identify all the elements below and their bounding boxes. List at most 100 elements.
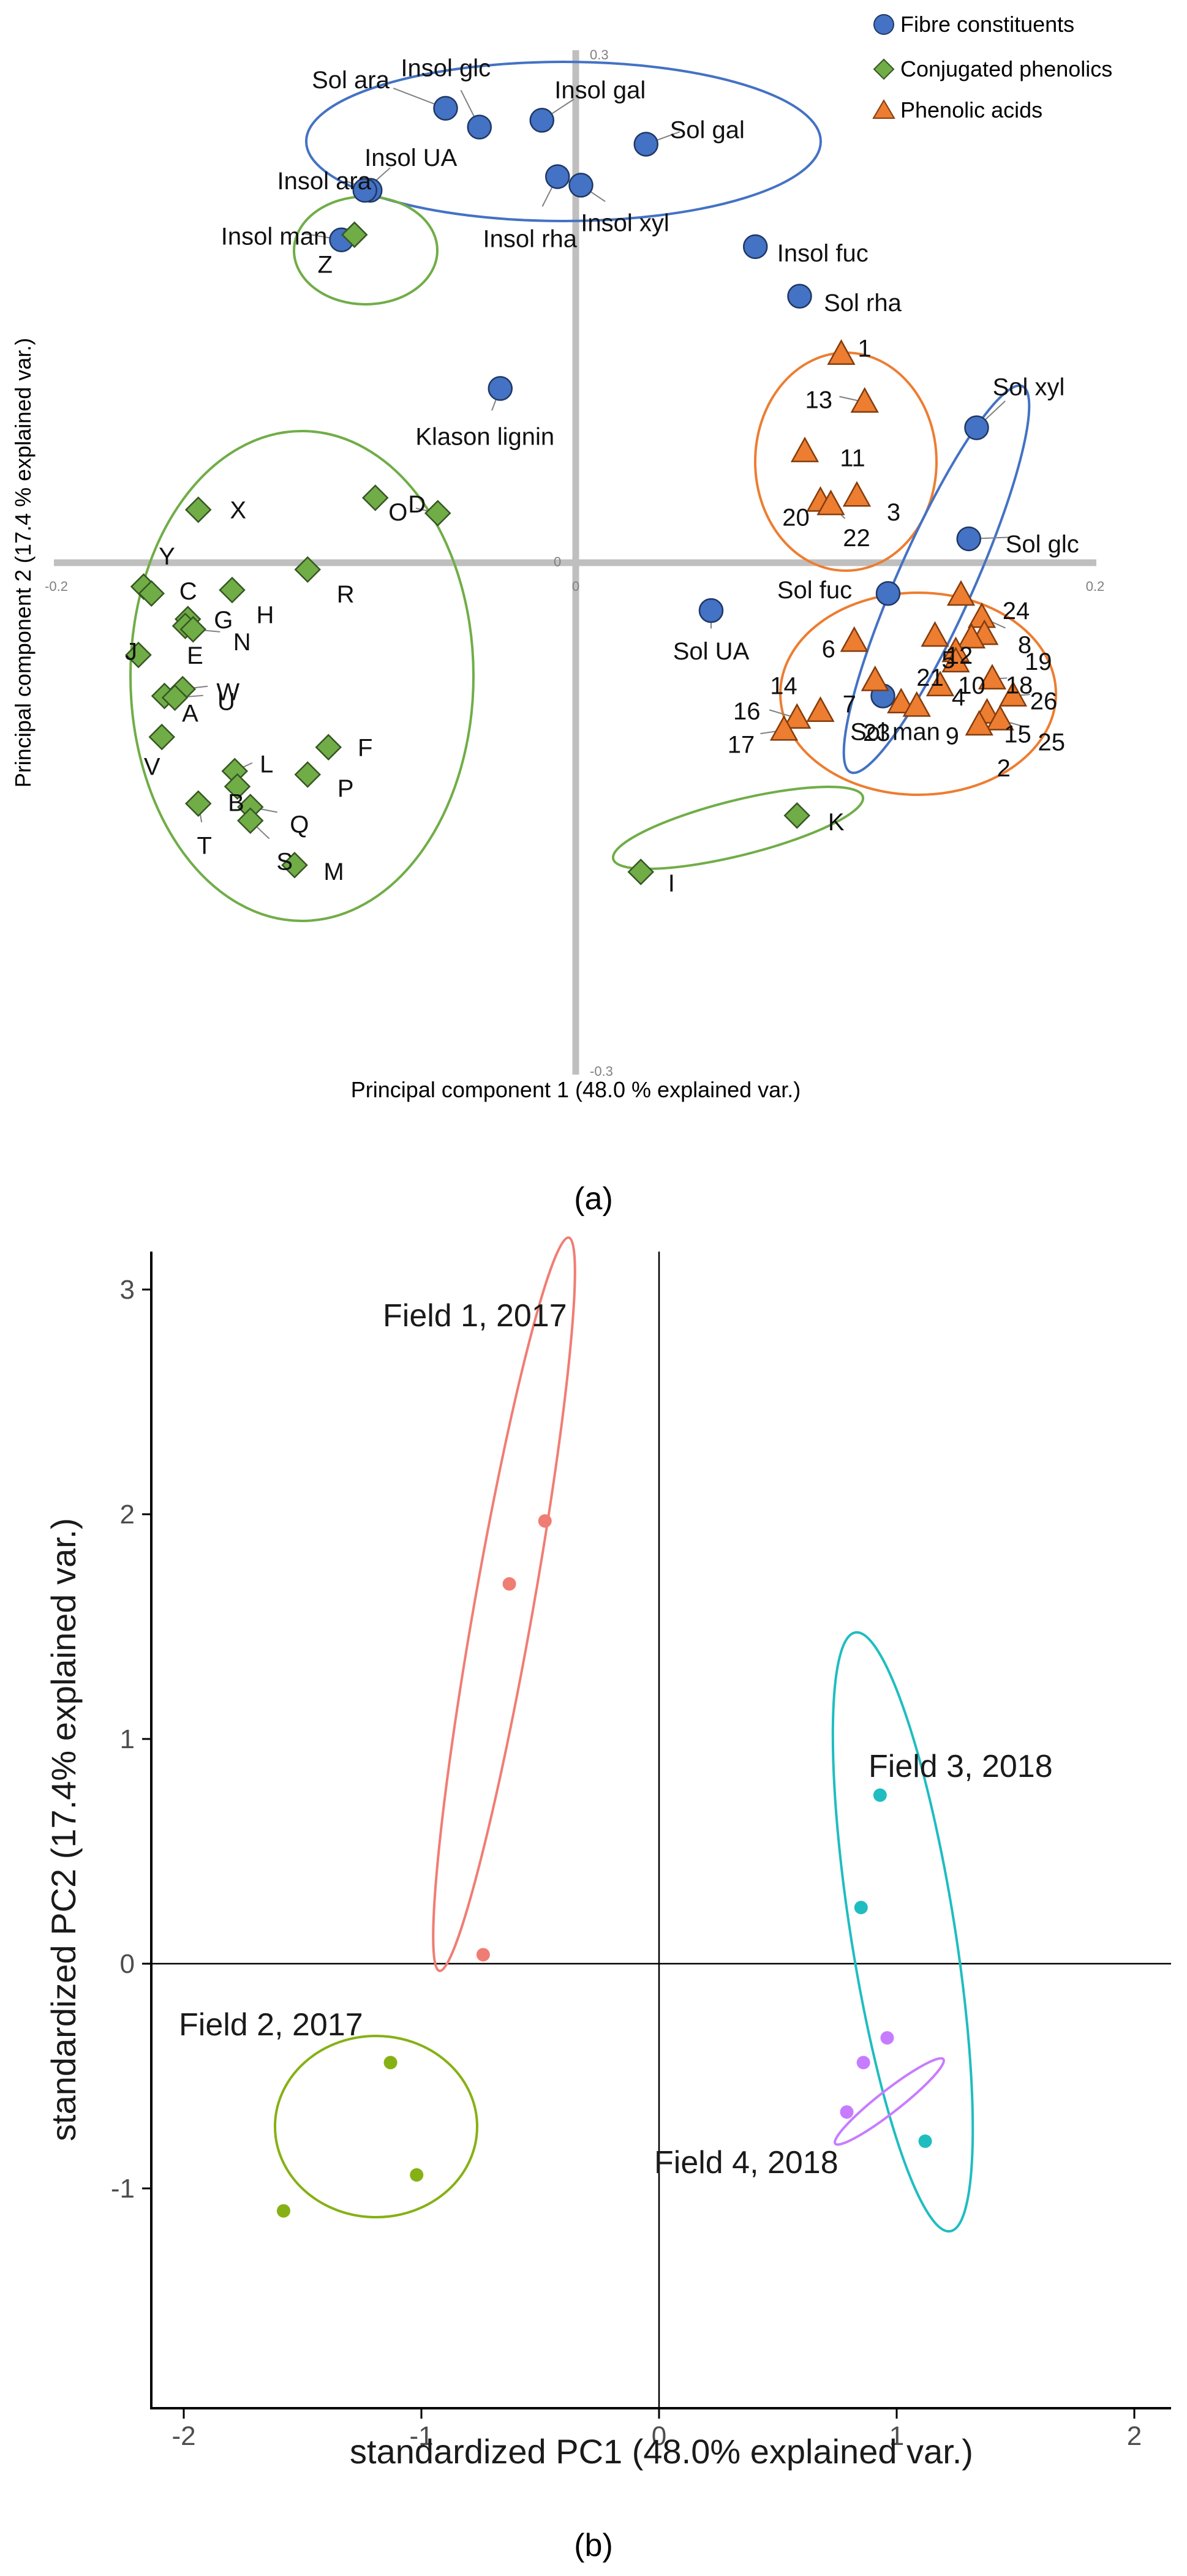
point-conjugated-phenolics-n — [179, 616, 207, 643]
point-field-1-2017-3 — [538, 1514, 552, 1528]
label-phenolic-acids-24: 24 — [1003, 598, 1030, 625]
ellipse-fibre-top — [305, 61, 822, 222]
point-phenolic-acids-18 — [978, 664, 1007, 689]
label-phenolic-acids-2: 2 — [997, 755, 1011, 782]
label-phenolic-acids-25: 25 — [1038, 729, 1066, 756]
panel-b-x-label: standardized PC1 (48.0% explained var.) — [350, 2432, 973, 2471]
panel-b-ticks: -2 -1 0 1 2 -1 0 1 2 3 — [111, 1275, 1142, 2451]
label-phenolic-acids-10: 10 — [958, 672, 985, 699]
point-field-1-2017-1 — [476, 1948, 490, 1962]
y-tick-label-1: 1 — [120, 1724, 135, 1754]
point-phenolic-acids-1 — [827, 339, 856, 365]
label-phenolic-acids-6: 6 — [822, 636, 835, 663]
point-field-4-2018-2 — [856, 2056, 870, 2070]
point-fibre-constituents-insol-gal — [529, 108, 554, 133]
label-fibre-constituents-insol-ara: Insol ara — [277, 168, 372, 195]
y-tick-label-0: 0 — [120, 1949, 135, 1979]
point-field-2-2017-3 — [410, 2168, 424, 2182]
label-fibre-constituents-insol-ua: Insol UA — [364, 145, 457, 171]
legend-conjugated: Conjugated phenolics — [900, 56, 1112, 81]
label-field-3-2018: Field 3, 2018 — [869, 1749, 1053, 1784]
point-field-4-2018-3 — [880, 2031, 894, 2045]
label-fibre-constituents-sol-gal: Sol gal — [670, 116, 745, 143]
label-fibre-constituents-insol-glc: Insol glc — [401, 55, 491, 82]
label-conjugated-phenolics-x: X — [230, 497, 246, 524]
label-phenolic-acids-3: 3 — [887, 499, 900, 526]
label-fibre-constituents-sol-man: Sol man — [850, 719, 940, 746]
point-fibre-constituents-sol-fuc — [875, 580, 901, 606]
point-phenolic-acids-6 — [840, 626, 869, 652]
x-tick-label-2: 2 — [1127, 2421, 1142, 2451]
label-fibre-constituents-sol-fuc: Sol fuc — [777, 577, 852, 604]
point-fibre-constituents-sol-gal — [633, 132, 658, 157]
point-phenolic-acids-24 — [946, 580, 976, 606]
label-conjugated-phenolics-q: Q — [290, 811, 309, 838]
label-fibre-constituents-sol-ara: Sol ara — [312, 67, 390, 94]
point-conjugated-phenolics-f — [315, 734, 342, 761]
label-conjugated-phenolics-n: N — [233, 629, 251, 656]
label-conjugated-phenolics-w: W — [216, 678, 239, 705]
ellipse-field-4-2018 — [834, 2057, 945, 2146]
ellipse-phenolic-main — [779, 591, 1057, 796]
point-field-3-2018-2 — [873, 1788, 887, 1802]
point-phenolic-acids-13 — [850, 387, 879, 413]
ellipse-fibre-sol — [842, 384, 1031, 775]
point-phenolic-acids-26 — [998, 681, 1028, 707]
panel-a-x-label: Principal component 1 (48.0 % explained … — [351, 1077, 801, 1102]
label-fibre-constituents-sol-glc: Sol glc — [1006, 531, 1079, 558]
label-phenolic-acids-9: 9 — [946, 723, 959, 749]
label-phenolic-acids-8: 8 — [1018, 631, 1031, 658]
point-fibre-constituents-sol-xyl — [964, 415, 989, 440]
point-field-4-2018-1 — [840, 2105, 854, 2119]
label-fibre-constituents-insol-rha: Insol rha — [483, 225, 578, 252]
point-field-1-2017-2 — [502, 1577, 516, 1591]
label-fibre-constituents-insol-fuc: Insol fuc — [777, 240, 869, 267]
legend-diamond-icon — [873, 58, 895, 80]
label-conjugated-phenolics-j: J — [125, 639, 137, 666]
label-fibre-constituents-sol-xyl: Sol xyl — [993, 374, 1065, 401]
label-conjugated-phenolics-z: Z — [318, 251, 333, 278]
legend-circle-icon — [873, 14, 894, 35]
label-conjugated-phenolics-i: I — [668, 870, 675, 897]
label-phenolic-acids-16: 16 — [733, 698, 761, 725]
point-phenolic-acids-16 — [783, 703, 812, 729]
label-phenolic-acids-12: 12 — [946, 642, 973, 669]
x-tick-label-1: -1 — [409, 2421, 433, 2451]
ellipse-field-1-2017 — [432, 1236, 576, 1972]
label-phenolic-acids-13: 13 — [805, 387, 833, 414]
panel-a-tick-origin-y: 0 — [554, 554, 561, 569]
point-field-3-2018-1 — [854, 1901, 868, 1915]
ellipse-field-3-2018 — [831, 1631, 974, 2233]
panel-b-field-pca: -2 -1 0 1 2 -1 0 1 2 3 Field 1, 2017 Field 2, 201… — [44, 1236, 1171, 2471]
panel-a-pca-loadings: -0.2 0.2 0.3 -0.3 0 0 Principal componen… — [10, 12, 1112, 1102]
point-conjugated-phenolics-d — [361, 484, 389, 511]
label-conjugated-phenolics-g: G — [214, 607, 233, 634]
label-fibre-constituents-insol-man: Insol man — [221, 223, 327, 250]
point-phenolic-acids-5 — [921, 621, 949, 647]
label-fibre-constituents-insol-gal: Insol gal — [554, 77, 646, 103]
point-phenolic-acids-7 — [861, 665, 889, 691]
point-phenolic-acids-4 — [925, 670, 955, 697]
point-fibre-constituents-sol-rha — [787, 284, 812, 309]
panel-a-point-labels: Insol glc Insol gal Sol ara Sol gal Insol ar… — [125, 55, 1079, 897]
label-conjugated-phenolics-a: A — [182, 700, 198, 727]
label-fibre-constituents-klason-lignin: Klason lignin — [415, 423, 554, 450]
point-fibre-constituents-insol-xyl — [568, 173, 594, 198]
point-conjugated-phenolics-x — [184, 496, 212, 524]
ellipse-conjugated-main — [129, 430, 475, 922]
point-conjugated-phenolics-v — [148, 723, 176, 751]
point-phenolic-acids-9 — [902, 691, 931, 717]
label-conjugated-phenolics-u: U — [217, 688, 235, 715]
point-conjugated-phenolics-h — [219, 576, 246, 604]
label-phenolic-acids-26: 26 — [1030, 688, 1058, 715]
label-conjugated-phenolics-k: K — [828, 809, 845, 836]
point-phenolic-acids-3 — [842, 481, 872, 507]
panel-a-tick-top: 0.3 — [590, 47, 609, 62]
point-conjugated-phenolics-j — [125, 641, 152, 669]
x-tick-label-0: 0 — [652, 2421, 666, 2451]
panel-b-ellipses — [274, 1236, 974, 2233]
point-phenolic-acids-22 — [816, 489, 845, 516]
label-field-2-2017: Field 2, 2017 — [179, 2007, 363, 2043]
label-conjugated-phenolics-l: L — [260, 751, 273, 778]
panel-b-y-label: standardized PC2 (17.4% explained var.) — [44, 1518, 83, 2141]
